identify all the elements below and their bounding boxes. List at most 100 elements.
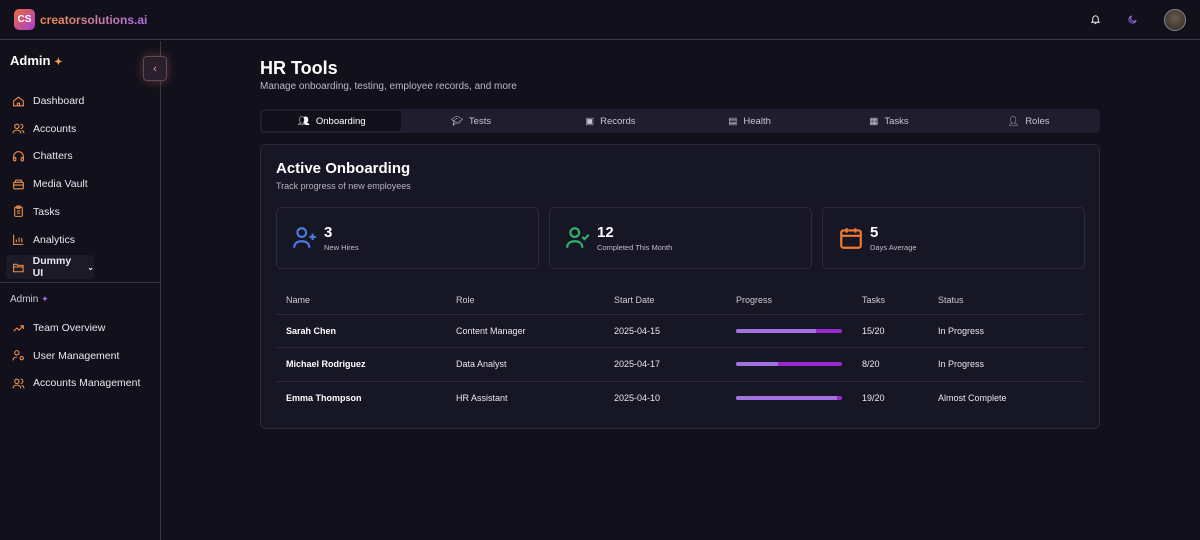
employee-role: Content Manager (446, 314, 604, 348)
user-check-icon (566, 227, 590, 248)
table-row[interactable]: Emma Thompson HR Assistant 2025-04-10 19/20… (276, 381, 1085, 415)
archive-icon (13, 179, 24, 189)
sidebar-item-dashboard[interactable]: Dashboard (6, 89, 156, 113)
employee-role: HR Assistant (456, 393, 508, 403)
page-title: HR Tools (260, 58, 338, 78)
status-text: In Progress (928, 314, 1085, 348)
tab-tests[interactable]: 🎓︎ Tests (401, 111, 540, 131)
briefcase-medical-icon: ▤ (728, 115, 738, 127)
moon-icon[interactable] (1127, 14, 1138, 25)
clipboard-list-icon: ▦ (869, 115, 879, 127)
sidebar-item-label: Tasks (33, 205, 60, 218)
task-count: 15/20 (852, 314, 928, 348)
sidebar-item-accounts[interactable]: Accounts (6, 117, 156, 141)
progress-bar (736, 328, 842, 333)
stat-label: Days Average (870, 243, 917, 252)
user-plus-icon (293, 227, 316, 248)
users-icon (12, 378, 25, 389)
sidebar-item-team-overview[interactable]: Team Overview (6, 316, 156, 340)
sidebar-title: Admin ✦ (10, 53, 63, 68)
progress-fill (736, 362, 779, 367)
tab-label: Tasks (884, 115, 909, 127)
sidebar-item-label: Media Vault (33, 178, 88, 191)
sidebar-item-label: Team Overview (33, 322, 106, 334)
headphones-icon (13, 151, 24, 162)
task-count: 8/20 (852, 347, 928, 382)
tab-tasks[interactable]: ▦ Tasks (819, 111, 958, 131)
column-header: Progress (726, 287, 852, 315)
stat-card: 5 Days Average (822, 207, 1085, 269)
employee-name: Emma Thompson (286, 393, 362, 403)
stat-label: New Hires (324, 243, 359, 252)
tab-roles[interactable]: 👤︎ Roles (959, 111, 1098, 131)
sidebar-item-label: Chatters (33, 150, 73, 163)
tab-label: Tests (468, 115, 492, 127)
folder-icon (13, 263, 24, 272)
progress-fill (736, 328, 816, 333)
trending-up-icon (13, 324, 24, 332)
sidebar-item-user-management[interactable]: User Management (6, 344, 156, 368)
sidebar-item-label: Accounts Management (33, 377, 141, 390)
avatar[interactable] (1164, 8, 1186, 31)
sidebar-item-label: User Management (33, 349, 120, 362)
graduation-cap-icon: 🎓︎ (450, 115, 463, 127)
admin-section-label: Admin ✦ (10, 294, 49, 305)
employee-name: Sarah Chen (276, 314, 446, 348)
sparkle-icon: ✦ (41, 294, 49, 304)
calendar-icon (840, 228, 862, 249)
sidebar-item-analytics[interactable]: Analytics (6, 228, 156, 252)
brand-name[interactable]: creatorsolutions.ai (40, 12, 148, 27)
stat-label: Completed This Month (597, 243, 673, 252)
progress-bar (736, 362, 842, 367)
sidebar-item-media-vault[interactable]: Media Vault (6, 172, 156, 196)
sidebar-item-label: Analytics (33, 233, 76, 246)
divider (0, 282, 160, 283)
employee-role: Data Analyst (446, 347, 604, 382)
column-header: Name (276, 287, 446, 315)
tab-label: Onboarding (315, 115, 366, 127)
sidebar-item-tasks[interactable]: Tasks (6, 200, 156, 224)
users-icon (12, 123, 25, 134)
stat-value: 5 (870, 224, 879, 241)
stat-card: 3 New Hires (276, 207, 539, 269)
start-date: 2025-04-17 (604, 347, 726, 382)
sidebar-item-label: Accounts (33, 122, 77, 135)
onboarding-table: Name Role Start Date Progress Tasks Status Sa… (276, 287, 1085, 415)
tab-onboarding[interactable]: 👥︎ Onboarding (262, 111, 402, 131)
column-header: Status (928, 287, 1085, 315)
tab-health[interactable]: ▤ Health (680, 111, 819, 131)
card-subtitle: Track progress of new employees (276, 181, 411, 191)
card-title: Active Onboarding (276, 160, 411, 177)
chevron-down-icon: ⌄ (87, 262, 94, 272)
column-header: Start Date (604, 287, 726, 315)
tab-label: Records (600, 115, 636, 127)
bar-chart-icon (13, 234, 24, 245)
sparkle-icon: ✦ (54, 57, 63, 68)
bell-icon[interactable] (1090, 14, 1101, 25)
logo[interactable]: CS (14, 9, 35, 30)
page-subtitle: Manage onboarding, testing, employee rec… (260, 81, 517, 92)
task-count: 19/20 (862, 393, 885, 403)
users-icon: 👥︎ (297, 115, 310, 127)
employee-name: Michael Rodriguez (276, 347, 446, 382)
start-date: 2025-04-15 (604, 314, 726, 348)
sidebar-item-dummy-ui[interactable]: Dummy UI ⌄ (6, 255, 94, 280)
tab-records[interactable]: ▣ Records (541, 111, 680, 131)
home-icon (13, 95, 24, 106)
progress-bar (736, 396, 842, 400)
stat-value: 3 (324, 224, 333, 241)
clipboard-icon (14, 205, 23, 218)
status-text: In Progress (928, 347, 1085, 382)
stat-value: 12 (597, 224, 614, 241)
start-date: 2025-04-10 (614, 393, 661, 403)
tab-bar: 👥︎ Onboarding 🎓︎ Tests ▣ Records ▤ Health ▦ T… (260, 109, 1100, 133)
user-plus-icon: 👤︎ (1007, 115, 1020, 127)
table-row[interactable]: Michael Rodriguez Data Analyst 2025-04-17 8… (276, 347, 1085, 382)
collapse-sidebar-button[interactable]: ‹ (143, 56, 167, 81)
sidebar-item-chatters[interactable]: Chatters (6, 144, 156, 168)
top-header: CS creatorsolutions.ai (0, 0, 1200, 40)
table-row[interactable]: Sarah Chen Content Manager 2025-04-15 15/20… (276, 314, 1085, 348)
tab-label: Health (743, 115, 771, 127)
sidebar: Admin ✦ ‹ Dashboard Accounts Chatters Media… (0, 41, 167, 540)
sidebar-item-accounts-management[interactable]: Accounts Management (6, 371, 156, 395)
